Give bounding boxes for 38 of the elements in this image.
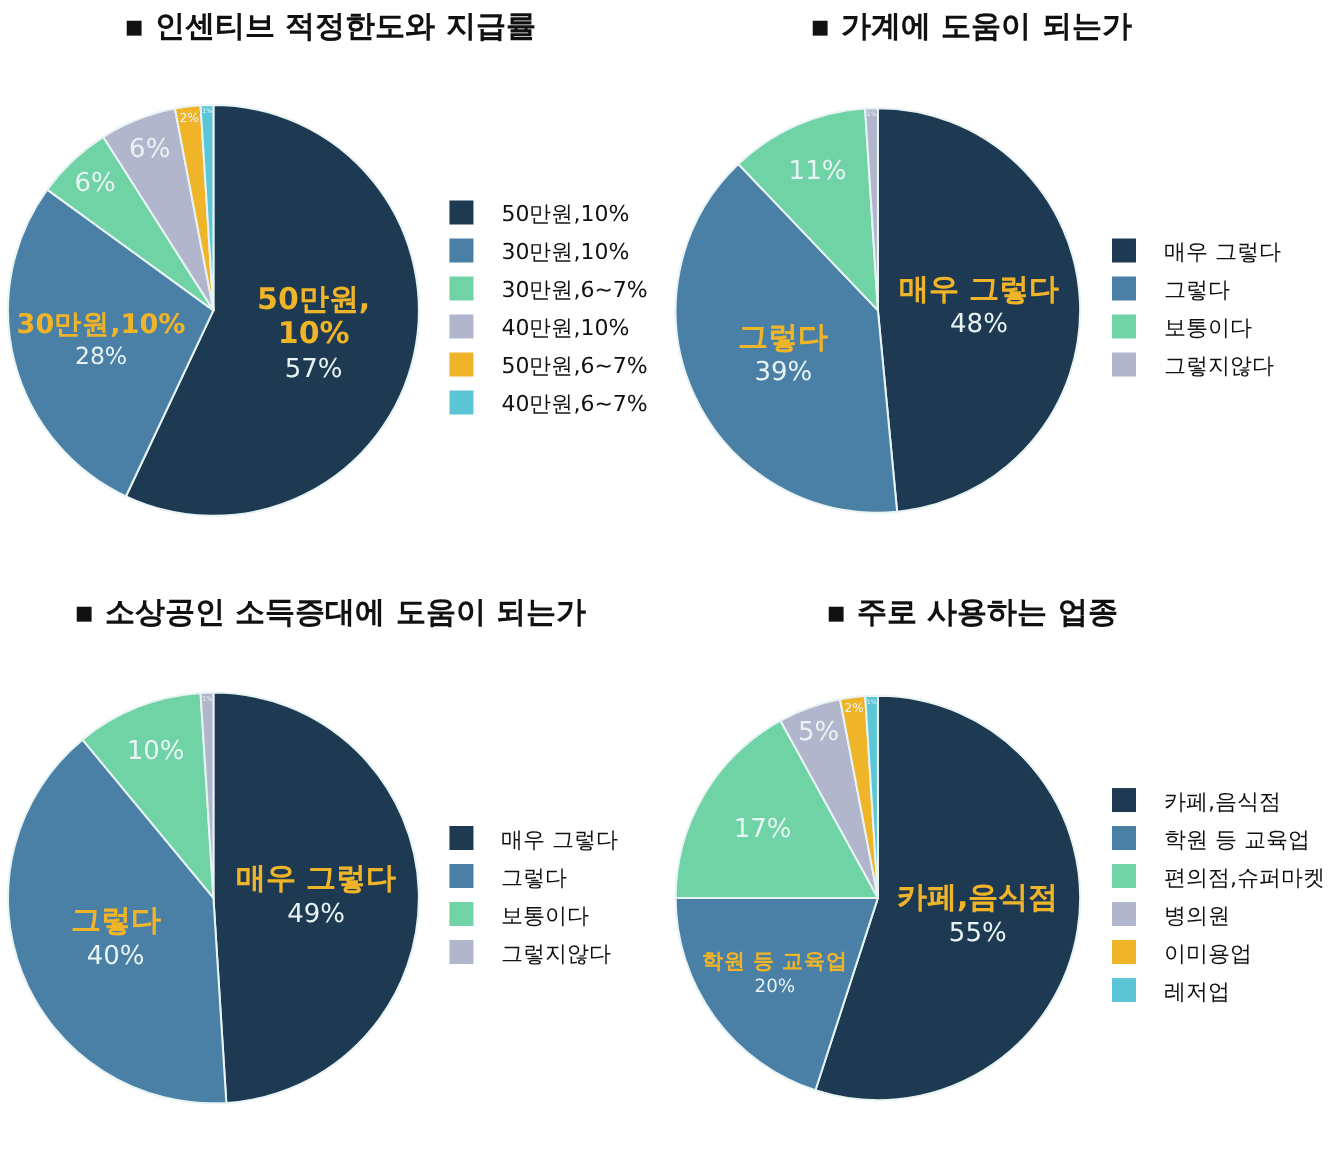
legend-label: 병의원 [1163,902,1230,929]
data-label: 11% [788,157,847,188]
chart-title: ▪ 인센티브 적정한도와 지급률 [124,8,536,44]
data-label: 카페,음식점 55% [897,878,1059,949]
data-label: 매우 그렇다 48% [898,270,1060,341]
legend-label: 그렇지않다 [501,940,612,967]
legend-label: 40만원,6~7% [501,391,648,418]
legend-label: 그렇다 [501,864,568,891]
chart-title: ▪ 주로 사용하는 업종 [826,594,1118,630]
legend-label: 50만원,6~7% [501,353,648,380]
legend-label: 매우 그렇다 [501,826,619,853]
data-label: 그렇다 40% [70,901,161,972]
data-label: 30만원,10% 28% [16,309,187,370]
legend-label: 40만원,10% [501,315,630,342]
legend-label: 편의점,슈퍼마켓 [1163,864,1325,891]
data-label: 학원 등 교육업 20% [701,949,849,998]
legend-label: 보통이다 [501,902,590,929]
legend-label: 카페,음식점 [1163,788,1281,815]
data-label: 5% [798,718,840,749]
data-label: 10% [126,737,185,767]
data-label: 그렇다 39% [738,318,829,389]
data-label: 50만원, 10% 57% [257,281,371,385]
data-label: 6% [129,134,171,165]
data-label: 17% [733,814,792,845]
chart-title: ▪ 소상공인 소득증대에 도움이 되는가 [74,594,587,630]
legend-label: 레저업 [1163,978,1230,1005]
legend-label: 30만원,6~7% [501,277,648,304]
legend-label: 이미용업 [1163,940,1252,967]
legend-label: 50만원,10% [501,201,630,228]
legend-label: 30만원,10% [501,239,630,266]
legend-label: 그렇지않다 [1163,353,1274,380]
data-label: 매우 그렇다 49% [235,859,397,930]
legend-label: 학원 등 교육업 [1163,826,1310,853]
data-label: 6% [74,169,116,200]
legend-label: 보통이다 [1163,315,1252,342]
legend-label: 매우 그렇다 [1163,239,1281,266]
legend-label: 그렇다 [1163,277,1230,304]
chart-title: ▪ 가계에 도움이 되는가 [810,8,1132,44]
